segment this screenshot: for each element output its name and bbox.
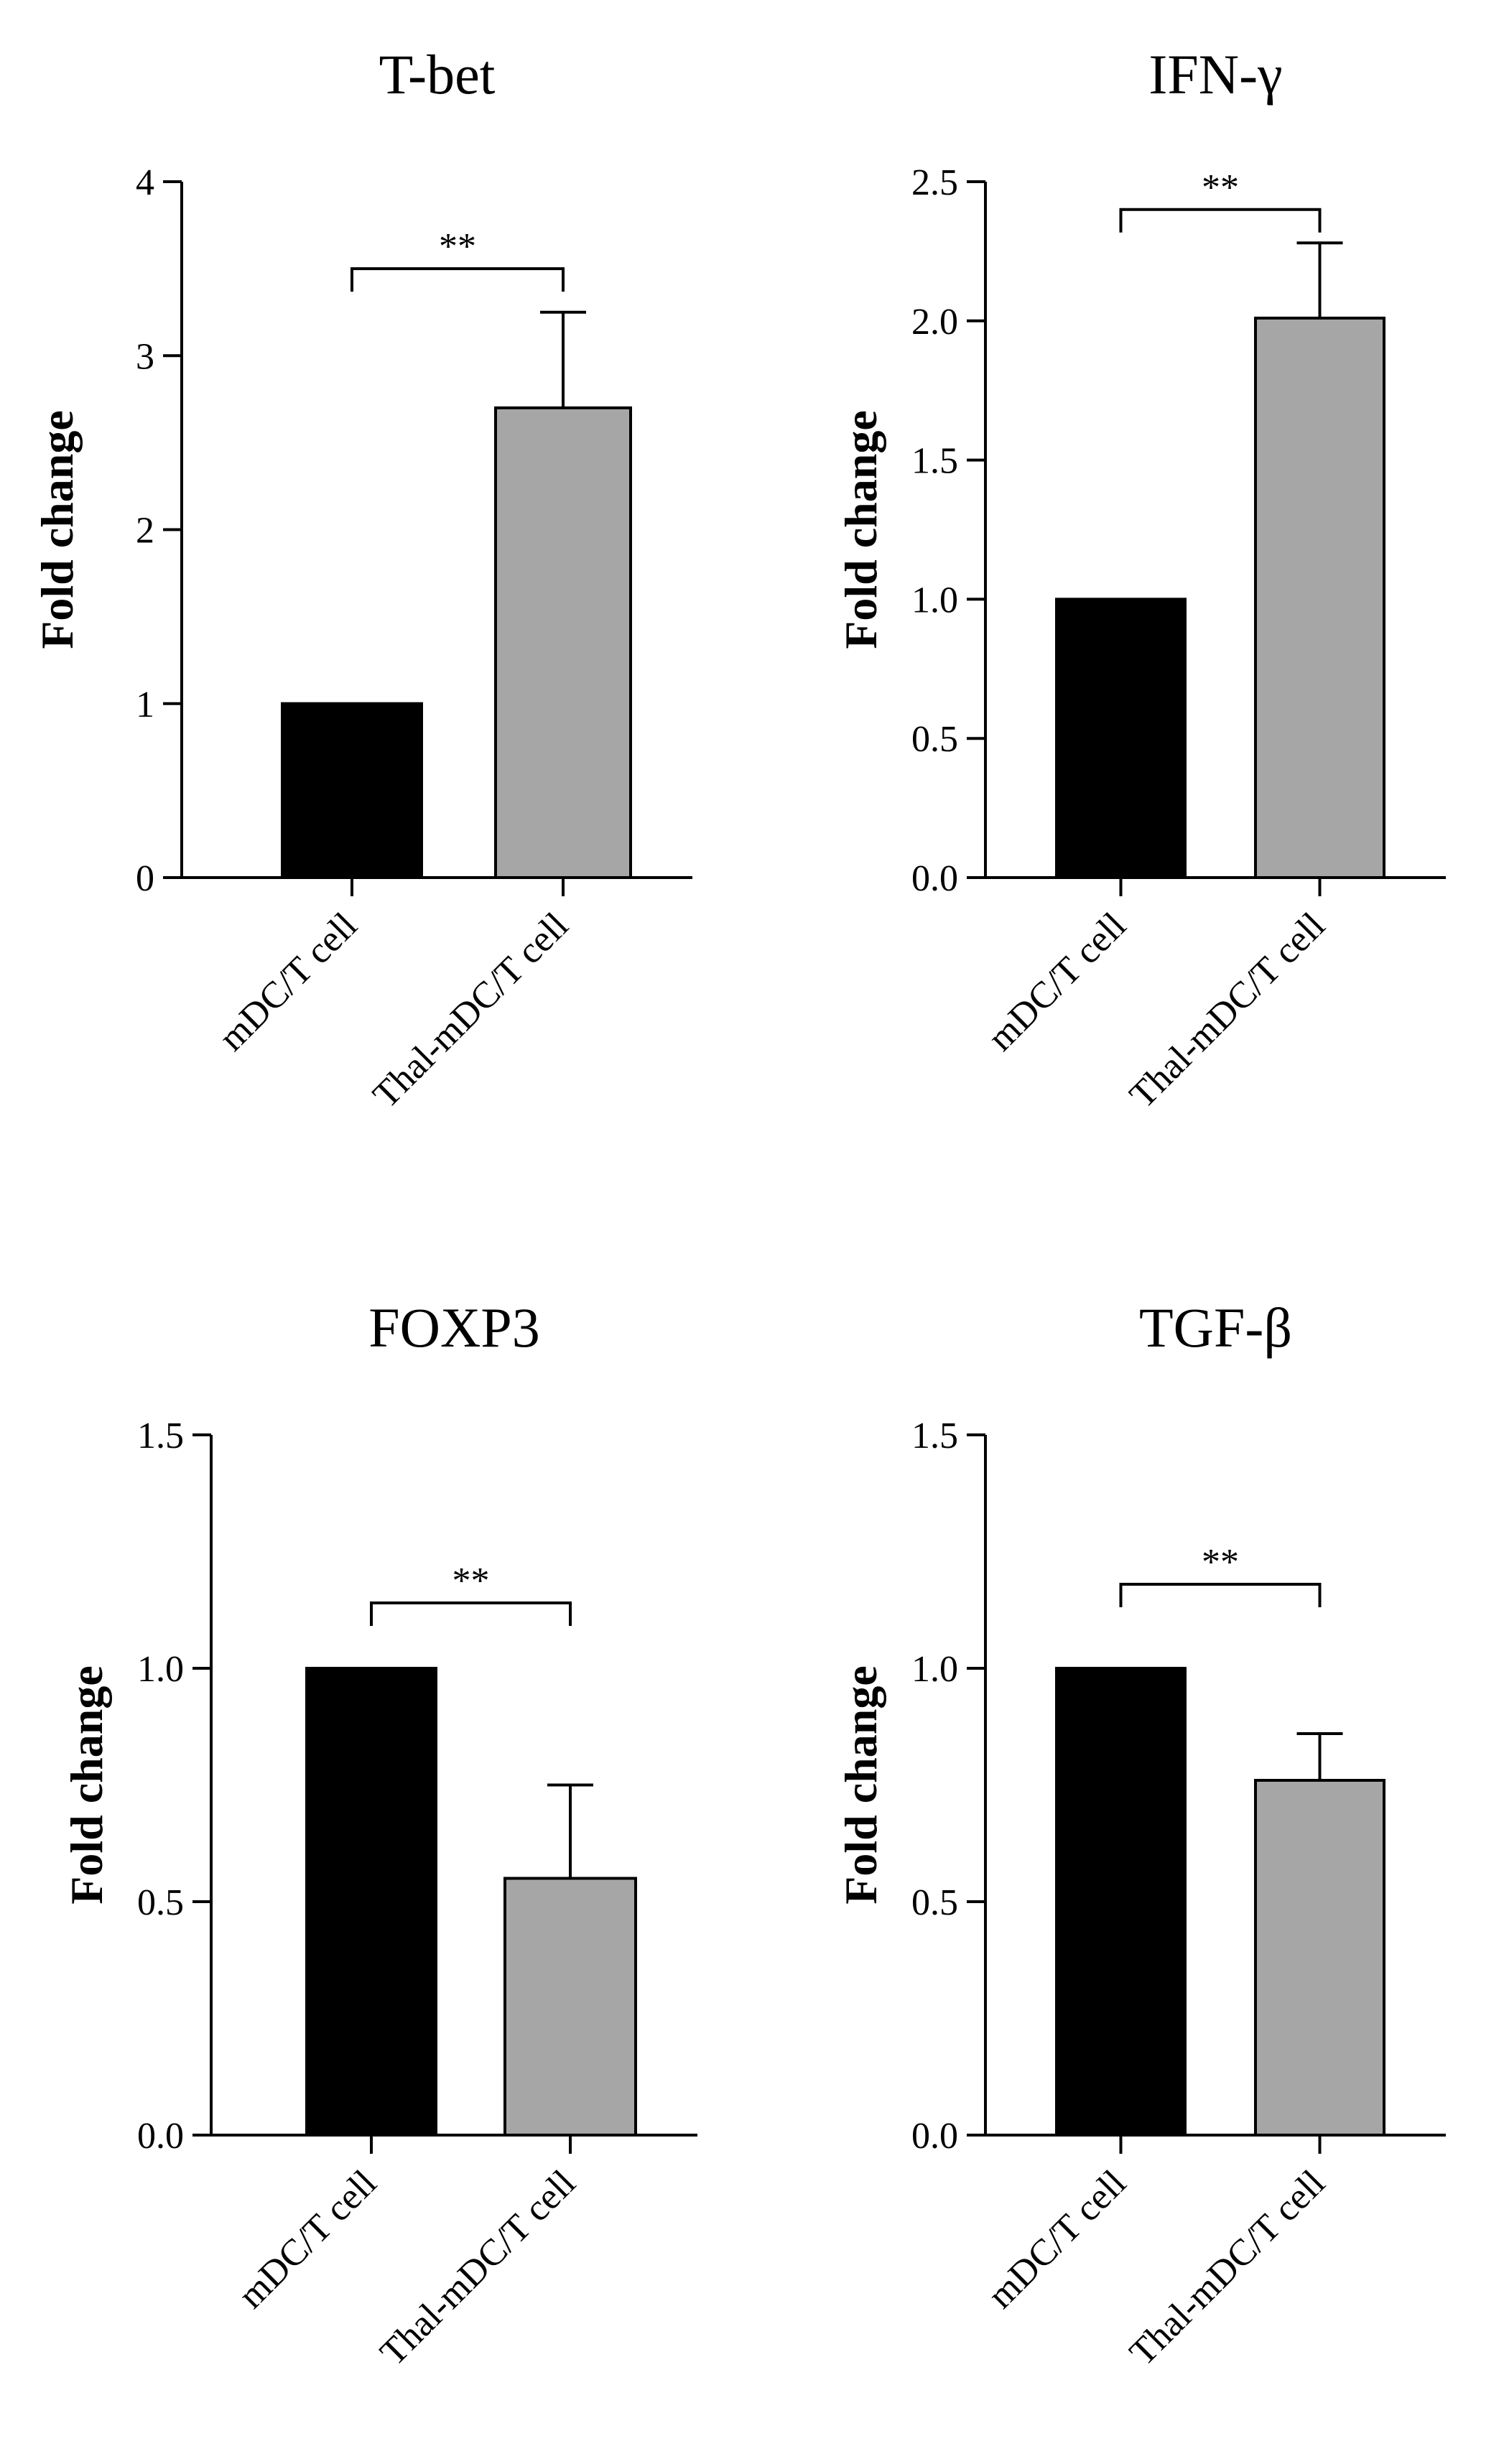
y-axis-label: Fold change <box>835 410 886 648</box>
significance-label: ** <box>1202 1542 1239 1583</box>
bar-mdc-t-cell <box>281 702 423 879</box>
x-category-label: mDC/T cell <box>980 2162 1134 2316</box>
bar-thal-mdc-t-cell <box>1254 316 1385 879</box>
y-tick-label: 0.5 <box>137 1882 184 1923</box>
chart-panel-2: IFN-γ Fold change 0.0 0.5 1.0 1.5 2.0 2.5 mDC/T … <box>835 43 1446 1116</box>
chart-title: T-bet <box>379 43 496 106</box>
bar-mdc-t-cell <box>1055 1667 1187 2137</box>
chart-panel-3: FOXP3 Fold change 0.0 0.5 1.0 1.5 mDC/T cellTh… <box>61 1296 697 2374</box>
chart-panel-4: TGF-β Fold change 0.0 0.5 1.0 1.5 mDC/T cellTh… <box>835 1296 1446 2374</box>
y-tick-label: 0.0 <box>911 858 958 899</box>
y-tick-label: 1.0 <box>911 580 958 620</box>
y-tick-label: 0 <box>136 858 154 899</box>
significance-label: ** <box>439 226 476 267</box>
y-tick-label: 1.0 <box>137 1649 184 1690</box>
x-category-label: mDC/T cell <box>211 905 365 1059</box>
significance-bracket <box>1119 1583 1322 1607</box>
y-tick-label: 2.5 <box>911 162 958 203</box>
y-tick-label: 2.0 <box>911 302 958 343</box>
significance-bracket <box>370 1601 572 1626</box>
y-tick-label: 0.0 <box>137 2116 184 2157</box>
y-tick-label: 4 <box>136 162 154 203</box>
y-tick-label: 0.5 <box>911 1882 958 1923</box>
y-tick-label: 1 <box>136 684 154 725</box>
x-category-label: Thal-mDC/T cell <box>1122 905 1333 1116</box>
bar-thal-mdc-t-cell <box>1254 1779 1385 2137</box>
chart-panel-1: T-bet Fold change 0 1 2 3 4 mDC/T cell Thal-mDC/… <box>32 43 692 1116</box>
significance-bracket <box>1119 208 1322 233</box>
y-tick-label: 1.0 <box>911 1649 958 1690</box>
bar-mdc-t-cell <box>1055 598 1187 880</box>
y-tick-label: 0.0 <box>911 2116 958 2157</box>
significance-label: ** <box>452 1561 490 1601</box>
bar-mdc-t-cell <box>305 1667 437 2137</box>
y-tick-label: 1.5 <box>911 441 958 482</box>
chart-title: FOXP3 <box>368 1296 539 1359</box>
y-axis-label: Fold change <box>61 1665 112 1904</box>
bar-thal-mdc-t-cell <box>494 406 632 879</box>
y-tick-label: 1.5 <box>137 1415 184 1456</box>
x-category-label: Thal-mDC/T cell <box>366 905 577 1116</box>
x-category-label: mDC/T cell <box>980 905 1134 1059</box>
y-tick-label: 2 <box>136 511 154 552</box>
bar-thal-mdc-t-cell <box>503 1877 637 2137</box>
y-tick-label: 3 <box>136 336 154 377</box>
y-axis-label: Fold change <box>32 410 83 648</box>
x-category-label: mDC/T cell <box>231 2162 384 2316</box>
chart-title: IFN-γ <box>1148 43 1282 106</box>
y-tick-label: 1.5 <box>911 1415 958 1456</box>
y-axis-label: Fold change <box>835 1665 886 1904</box>
y-tick-label: 0.5 <box>911 719 958 760</box>
chart-title: TGF-β <box>1139 1296 1292 1359</box>
significance-bracket <box>351 267 565 292</box>
x-category-label: Thal-mDC/T cell <box>373 2162 584 2374</box>
significance-label: ** <box>1202 167 1239 208</box>
x-category-label: Thal-mDC/T cell <box>1122 2162 1333 2374</box>
